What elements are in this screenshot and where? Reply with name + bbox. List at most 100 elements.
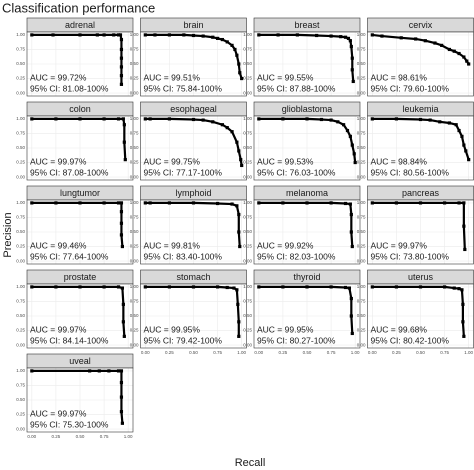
y-tick-label: 0.00 [130, 342, 139, 347]
point [215, 285, 220, 289]
point [460, 134, 464, 138]
point [467, 62, 471, 66]
point [440, 43, 444, 47]
y-tick-label: 0.75 [16, 131, 25, 136]
point [123, 158, 127, 162]
y-tick-label: 1.00 [16, 116, 25, 121]
point [350, 143, 354, 147]
y-tick-label: 0.50 [16, 313, 25, 318]
point [102, 285, 106, 289]
annotation: 95% CI: 75.30-100% [30, 419, 109, 429]
annotation: 95% CI: 73.80-100% [371, 251, 450, 261]
y-tick-label: 0.75 [16, 215, 25, 220]
strip-label: lymphoid [175, 188, 211, 198]
annotation: 95% CI: 80.42-100% [371, 335, 450, 345]
point [350, 68, 354, 72]
y-tick-label: 0.75 [243, 47, 252, 52]
point [240, 163, 244, 168]
y-tick-label: 0.00 [130, 90, 139, 95]
point [235, 53, 239, 57]
annotation: AUC = 98.84% [371, 156, 428, 166]
annotation: AUC = 99.51% [144, 72, 201, 82]
y-tick-label: 0.50 [130, 313, 139, 318]
y-tick-label: 1.00 [16, 32, 25, 37]
point [119, 210, 124, 214]
annotation: AUC = 99.81% [144, 240, 201, 250]
point [201, 118, 205, 122]
annotation: AUC = 99.92% [257, 240, 314, 250]
point [119, 65, 124, 69]
point [54, 201, 58, 205]
panel-border [26, 367, 134, 433]
point [122, 123, 126, 127]
y-tick-label: 0.75 [130, 215, 139, 220]
point [30, 369, 34, 373]
panel-border [140, 115, 247, 181]
x-tick-label: 0.50 [76, 434, 85, 439]
y-tick-label: 0.75 [130, 299, 139, 304]
point [211, 120, 215, 124]
point [143, 117, 147, 121]
y-tick-label: 1.00 [16, 284, 25, 289]
point [102, 117, 106, 121]
point [339, 35, 343, 39]
point [148, 117, 152, 121]
point [215, 36, 220, 40]
panel-border [253, 115, 361, 181]
point [235, 288, 239, 292]
x-tick-label: 0.50 [303, 350, 312, 355]
x-tick-label: 0.75 [327, 350, 336, 355]
y-tick-label: 0.75 [243, 215, 252, 220]
strip-label: brain [183, 20, 203, 30]
y-tick-label: 0.50 [243, 229, 252, 234]
y-tick-label: 0.50 [16, 229, 25, 234]
x-tick-label: 0.50 [189, 350, 198, 355]
x-tick-label: 1.00 [237, 350, 246, 355]
point [329, 201, 333, 205]
pr-curve [145, 285, 240, 337]
x-tick-label: 0.00 [368, 350, 377, 355]
point [399, 36, 403, 40]
annotation: AUC = 99.75% [144, 156, 201, 166]
y-tick-label: 0.50 [243, 145, 252, 150]
y-tick-label: 1.00 [243, 284, 252, 289]
annotation: 95% CI: 79.60-100% [371, 83, 450, 93]
point [348, 39, 352, 43]
point [438, 120, 442, 124]
annotation: 95% CI: 83.40-100% [144, 251, 223, 261]
point [423, 39, 427, 43]
y-tick-label: 0.75 [357, 47, 366, 52]
point [153, 33, 157, 37]
y-tick-label: 0.75 [357, 299, 366, 304]
point [54, 285, 58, 289]
point [54, 117, 58, 121]
y-tick-label: 0.50 [16, 61, 25, 66]
point [191, 285, 196, 289]
y-tick-label: 0.75 [16, 299, 25, 304]
point [463, 247, 467, 252]
point [457, 201, 461, 205]
point [233, 47, 237, 52]
point [120, 421, 124, 425]
point [102, 201, 106, 205]
point [343, 35, 348, 39]
point [305, 201, 309, 205]
point [462, 55, 466, 59]
point [225, 285, 229, 290]
y-tick-label: 0.50 [357, 313, 366, 318]
point [237, 320, 241, 324]
point [462, 201, 466, 205]
y-tick-label: 0.25 [130, 160, 139, 165]
point [305, 117, 309, 121]
y-tick-label: 0.00 [16, 342, 25, 347]
point [120, 286, 124, 290]
point [467, 158, 471, 162]
y-tick-label: 1.00 [357, 284, 366, 289]
x-axis-label: Recall [235, 457, 266, 469]
point [343, 285, 348, 290]
point [112, 33, 116, 37]
point [121, 302, 125, 306]
y-tick-label: 0.75 [243, 299, 252, 304]
point [239, 158, 243, 162]
point [315, 33, 319, 38]
